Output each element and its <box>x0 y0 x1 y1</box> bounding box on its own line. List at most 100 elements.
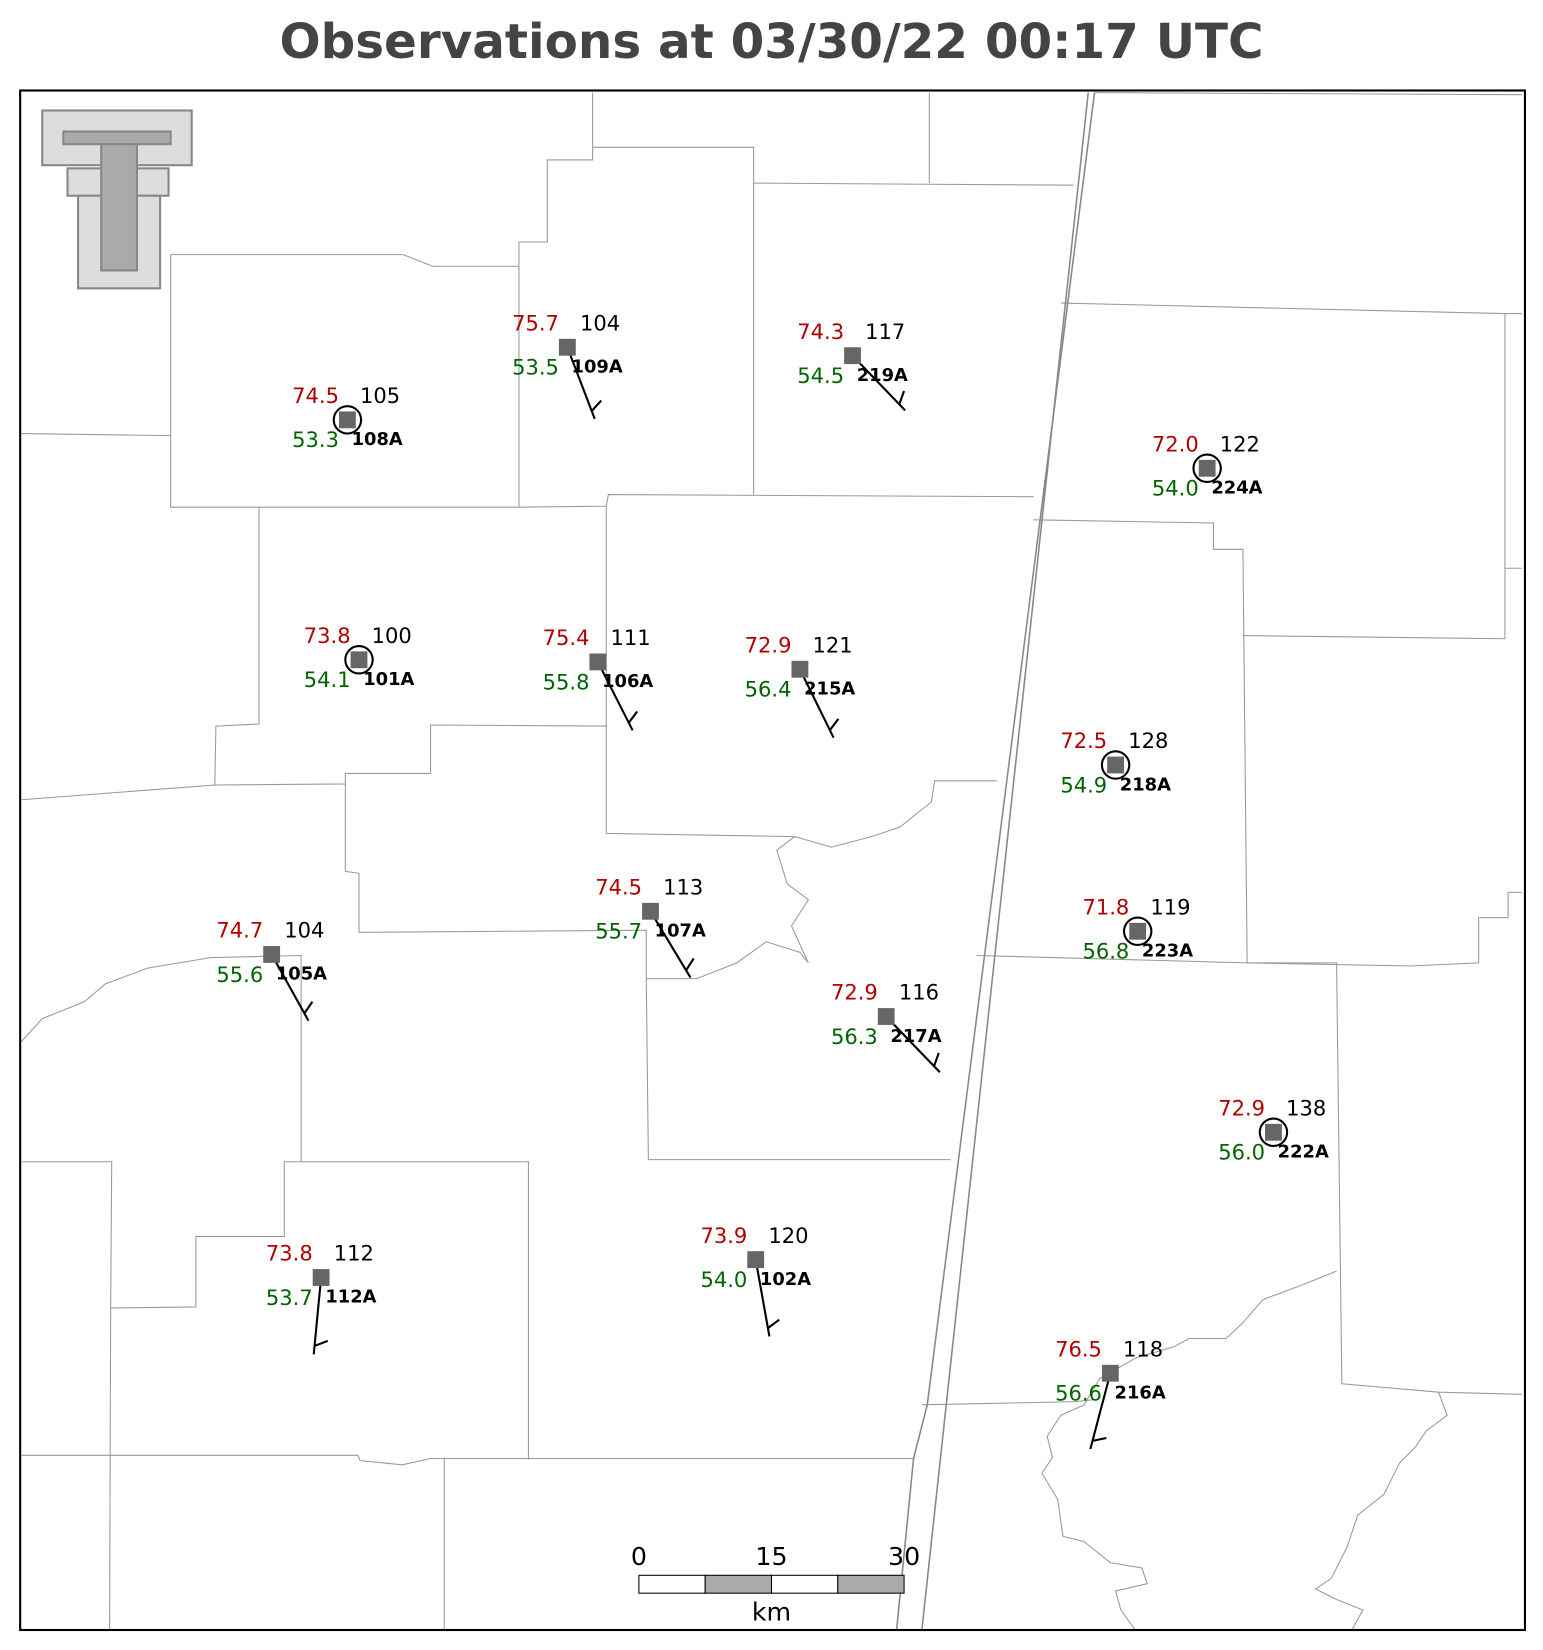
pressure: 122 <box>1220 431 1260 456</box>
station-id: 102A <box>760 1269 811 1290</box>
station-marker <box>350 651 368 669</box>
wind-barb-flag <box>314 1339 329 1347</box>
temperature: 71.8 <box>1082 894 1129 919</box>
temperature: 76.5 <box>1055 1336 1102 1361</box>
station-id: 223A <box>1142 941 1193 962</box>
temperature: 73.8 <box>304 623 351 648</box>
pressure: 113 <box>663 874 703 899</box>
station-marker <box>1107 756 1125 774</box>
station-id: 101A <box>363 669 414 690</box>
temperature: 74.3 <box>797 319 844 344</box>
wind-barb <box>596 661 634 731</box>
logo <box>41 109 193 290</box>
dewpoint: 54.1 <box>304 667 351 692</box>
temperature: 75.4 <box>543 625 590 650</box>
dewpoint: 54.9 <box>1060 772 1107 797</box>
dewpoint: 56.4 <box>745 677 792 702</box>
station-id: 109A <box>572 357 623 378</box>
station-marker <box>791 660 809 678</box>
pressure: 111 <box>610 625 650 650</box>
pressure: 105 <box>360 383 400 408</box>
temperature: 72.0 <box>1152 431 1199 456</box>
dewpoint: 56.0 <box>1218 1140 1265 1165</box>
wind-barb <box>798 668 835 739</box>
scale-label: 15 <box>755 1542 787 1571</box>
dewpoint: 56.3 <box>831 1024 878 1049</box>
station-id: 218A <box>1120 774 1171 795</box>
pressure: 116 <box>899 980 939 1005</box>
stations: 74.5 105 53.3 108A 75.7 104 53.5 109A 74.3 117 54.… <box>216 310 1329 1450</box>
scale-bar: 0 15 30 km <box>631 1542 920 1627</box>
temperature: 72.9 <box>745 632 792 657</box>
wind-barb <box>1089 1372 1112 1450</box>
pressure: 138 <box>1286 1095 1326 1120</box>
temperature: 73.8 <box>266 1241 313 1266</box>
station-marker <box>1129 922 1147 940</box>
temperature: 72.9 <box>831 980 878 1005</box>
dewpoint: 54.0 <box>1152 476 1199 501</box>
station-marker <box>339 411 356 429</box>
temperature: 72.5 <box>1060 728 1107 753</box>
station-marker <box>877 1008 895 1025</box>
scale-label: 30 <box>888 1542 920 1571</box>
calm-circle <box>1258 1117 1289 1148</box>
temperature: 74.7 <box>216 918 263 943</box>
station-id: 105A <box>276 964 327 985</box>
pressure: 121 <box>813 632 853 657</box>
wind-barb-flag <box>685 957 695 971</box>
dewpoint: 54.0 <box>700 1267 747 1292</box>
station-marker <box>747 1251 765 1269</box>
scale-unit: km <box>752 1598 791 1627</box>
wind-barb <box>270 953 310 1022</box>
pressure: 120 <box>768 1223 808 1248</box>
pressure: 128 <box>1128 728 1168 753</box>
pressure: 104 <box>284 918 324 943</box>
dewpoint: 55.8 <box>543 669 590 694</box>
dewpoint: 55.6 <box>216 962 263 987</box>
station-id: 217A <box>890 1026 941 1047</box>
wind-barb-flag <box>767 1318 780 1329</box>
temperature: 75.7 <box>512 310 559 335</box>
temperature: 73.9 <box>700 1223 747 1248</box>
map-frame <box>19 89 1526 1632</box>
wind-barb-flag <box>898 390 906 405</box>
pressure: 118 <box>1123 1336 1163 1361</box>
pressure: 119 <box>1150 894 1190 919</box>
temperature: 74.5 <box>595 874 642 899</box>
pressure: 112 <box>334 1241 374 1266</box>
wind-barb <box>885 1015 941 1074</box>
dewpoint: 54.5 <box>797 363 844 388</box>
station-id: 112A <box>325 1287 376 1308</box>
dewpoint: 53.5 <box>512 355 559 380</box>
station-id: 222A <box>1278 1142 1329 1163</box>
dewpoint: 55.7 <box>595 919 642 944</box>
station-id: 224A <box>1211 478 1262 499</box>
dewpoint: 53.7 <box>266 1285 313 1310</box>
scale-label: 0 <box>631 1542 647 1571</box>
station-marker <box>589 653 607 671</box>
station-marker <box>1198 459 1216 477</box>
pressure: 117 <box>865 319 905 344</box>
station-id: 215A <box>804 679 855 700</box>
dewpoint: 53.3 <box>292 427 339 452</box>
calm-circle <box>1100 750 1131 780</box>
temperature: 74.5 <box>292 383 339 408</box>
wind-barb-flag <box>829 718 840 731</box>
calm-circle <box>1192 453 1222 484</box>
wind-barb <box>649 910 692 979</box>
pressure: 100 <box>372 623 412 648</box>
station-marker <box>558 338 576 356</box>
station-marker <box>312 1269 330 1286</box>
wind-barb <box>566 346 596 420</box>
station-id: 108A <box>352 429 403 450</box>
station-marker <box>1265 1123 1282 1141</box>
pressure: 104 <box>580 310 620 335</box>
station-marker <box>1101 1364 1119 1382</box>
wind-barb-flag <box>1092 1436 1107 1442</box>
temperature: 72.9 <box>1218 1095 1265 1120</box>
calm-circle <box>344 645 374 675</box>
wind-barb <box>851 354 906 412</box>
station-id: 107A <box>655 921 706 942</box>
